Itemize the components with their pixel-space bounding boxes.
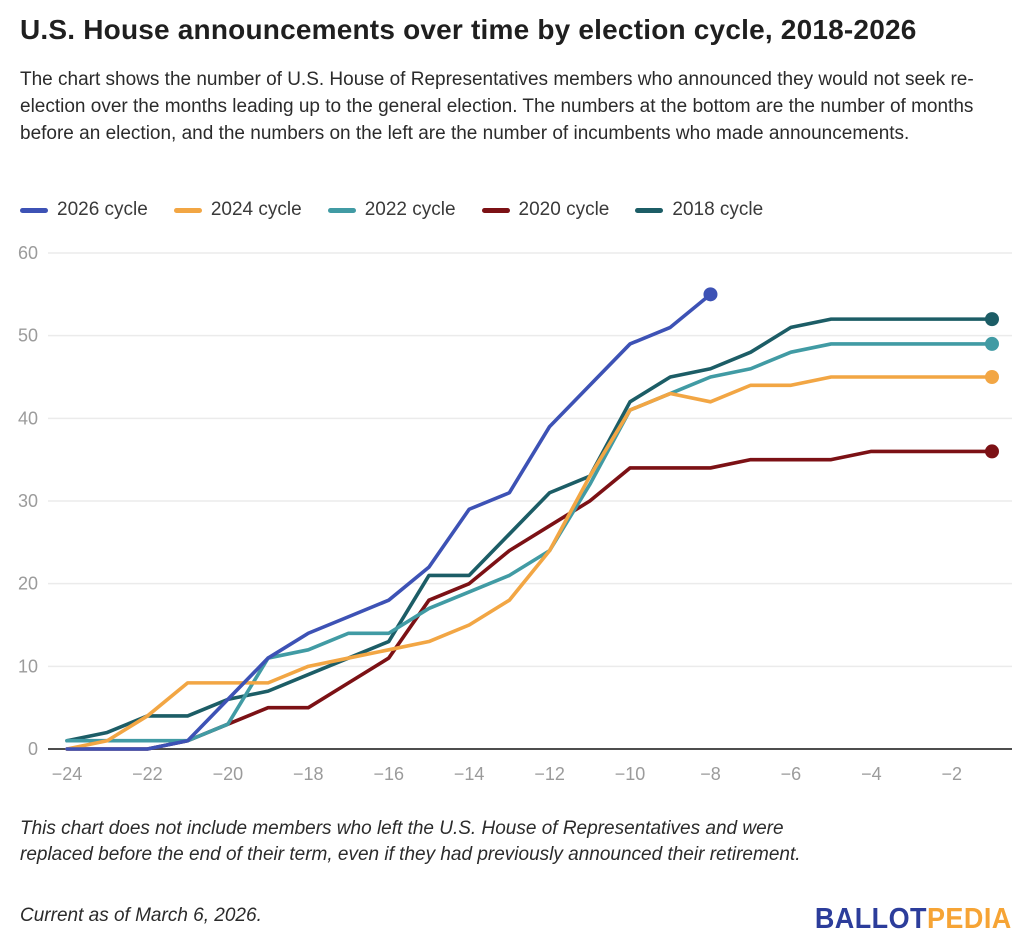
x-tick-label: −6	[781, 764, 802, 784]
ballotpedia-logo: BALLOTPEDIA	[815, 903, 1012, 936]
x-tick-label: −14	[454, 764, 485, 784]
page-title: U.S. House announcements over time by el…	[20, 14, 917, 45]
x-tick-label: −18	[293, 764, 324, 784]
x-tick-label: −22	[132, 764, 163, 784]
legend-label-2022: 2022 cycle	[364, 199, 456, 220]
x-tick-label: −20	[213, 764, 244, 784]
series-end-dot-2024-cycle[interactable]	[984, 370, 999, 384]
series-line-2020-cycle[interactable]	[65, 449, 994, 751]
series-end-dot-2026-cycle[interactable]	[703, 287, 718, 302]
series-line-2026-cycle[interactable]	[65, 292, 713, 751]
x-tick-label: −24	[52, 764, 83, 784]
series-line-2018-cycle[interactable]	[65, 317, 994, 743]
y-tick-label: 0	[28, 739, 38, 759]
x-tick-label: −10	[615, 764, 646, 784]
y-axis-labels: 0 10 20 30 40 50 60	[18, 243, 38, 759]
chart-description: The chart shows the number of U.S. House…	[20, 69, 974, 144]
x-tick-label: −16	[373, 764, 404, 784]
y-tick-label: 60	[18, 243, 38, 263]
legend-item-2026[interactable]: 2026 cycle	[20, 199, 148, 221]
line-chart-svg: 0 10 20 30 40 50 60 −24 −22 −20 −18 −16 −14 −12 −10 −8…	[18, 243, 1012, 784]
series-end-dot-2018-cycle[interactable]	[984, 312, 999, 327]
legend-label-2026: 2026 cycle	[57, 199, 148, 220]
gridlines	[48, 252, 1012, 750]
legend-label-2024: 2024 cycle	[210, 199, 302, 220]
x-tick-label: −4	[861, 764, 882, 784]
legend-label-2020: 2020 cycle	[518, 199, 610, 220]
legend-swatch-2022-line	[327, 207, 356, 213]
y-tick-label: 40	[18, 408, 38, 428]
x-tick-label: −12	[534, 764, 565, 784]
legend: 2026 cycle 2024 cycle 2022 cycle 2020 cy…	[20, 199, 763, 221]
series-line-2022-cycle[interactable]	[65, 342, 994, 743]
current-as-of: Current as of March 6, 2026.	[20, 905, 262, 926]
y-tick-label: 20	[18, 574, 38, 594]
series-line-2024-cycle[interactable]	[65, 375, 994, 751]
y-tick-label: 50	[18, 326, 38, 346]
x-tick-label: −8	[700, 764, 721, 784]
legend-swatch-2018-line	[635, 207, 664, 213]
y-tick-label: 10	[18, 656, 38, 676]
series-end-dot-2020-cycle[interactable]	[984, 444, 999, 459]
legend-swatch-2026-line	[20, 207, 48, 213]
legend-swatch-2024-line	[173, 207, 202, 213]
series-lines	[65, 292, 994, 751]
legend-item-2018[interactable]: 2018 cycle	[635, 199, 763, 221]
legend-item-2024[interactable]: 2024 cycle	[173, 199, 302, 221]
logo-pedia-text: PEDIA	[927, 903, 1012, 935]
logo-ballot-text: BALLOT	[815, 903, 928, 935]
footnote: This chart does not include members who …	[20, 818, 801, 865]
x-tick-label: −2	[942, 764, 963, 784]
y-tick-label: 30	[18, 491, 38, 511]
line-chart: 0 10 20 30 40 50 60 −24 −22 −20 −18 −16 −14 −12 −10 −8…	[0, 240, 1024, 802]
series-end-dot-2022-cycle[interactable]	[984, 336, 999, 351]
legend-item-2020[interactable]: 2020 cycle	[481, 199, 610, 221]
x-axis-labels: −24 −22 −20 −18 −16 −14 −12 −10 −8 −6 −4 −2	[52, 764, 962, 784]
series-end-dots	[703, 287, 999, 459]
legend-swatch-2020-line	[481, 207, 510, 213]
legend-label-2018: 2018 cycle	[672, 199, 764, 220]
legend-item-2022[interactable]: 2022 cycle	[327, 199, 456, 221]
